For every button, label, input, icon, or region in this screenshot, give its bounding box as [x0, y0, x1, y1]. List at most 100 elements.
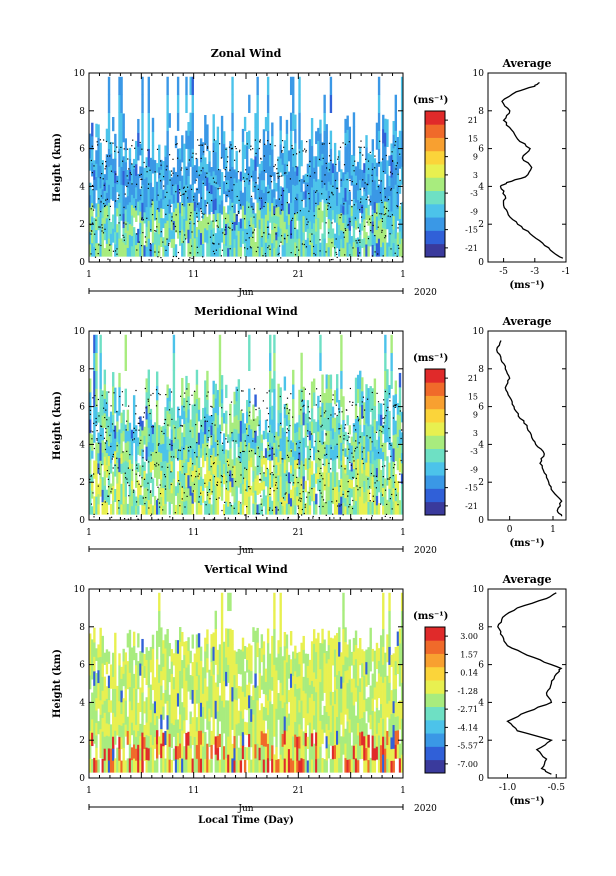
x-tick-label: 11 [188, 270, 199, 280]
x-tick-label: 1 [86, 270, 92, 280]
colorbar-swatch [425, 666, 445, 681]
y-axis-label: Height (km) [52, 133, 63, 202]
profile-y-tick-label: 0 [478, 258, 484, 268]
profile-line [496, 340, 563, 517]
x-tick-label: 11 [188, 786, 199, 796]
colorbar-frame [424, 368, 446, 516]
x-tick-label: 1 [86, 528, 92, 538]
profile-y-tick-label: 0 [478, 516, 484, 526]
colorbar-swatch [425, 746, 445, 761]
profile-line [497, 592, 563, 775]
profile-title: Average [501, 315, 551, 328]
profile-frame [487, 588, 567, 779]
profile-y-tick-label: 10 [473, 327, 485, 337]
heatmap-field [89, 76, 403, 262]
x-tick-label: 11 [188, 528, 199, 538]
colorbar-tick-label: 9 [473, 153, 478, 162]
x-tick-label: 21 [293, 528, 304, 538]
colorbar-swatch [425, 137, 445, 152]
colorbar-swatch [425, 448, 445, 463]
x-tick-label: 21 [293, 270, 304, 280]
profile-y-tick-label: 4 [478, 698, 484, 708]
colorbar-swatch [425, 627, 445, 641]
colorbar-tick-label: -15 [465, 484, 478, 493]
profile-y-tick-label: 10 [473, 585, 485, 595]
y-tick-label: 6 [79, 661, 85, 671]
x-tick-label: 1 [400, 528, 406, 538]
y-tick-label: 0 [79, 258, 85, 268]
bottom-x-label: Local Time (Day) [198, 815, 294, 826]
colorbar-tick-label: 1.57 [460, 650, 478, 659]
colorbar-swatch [425, 435, 445, 450]
y-tick-label: 10 [74, 327, 86, 337]
x-tick-label: 1 [400, 270, 406, 280]
profile-x-label: (ms⁻¹) [509, 280, 544, 291]
y-tick-label: 6 [79, 145, 85, 155]
year-label: 2020 [414, 288, 437, 298]
y-tick-label: 4 [79, 440, 85, 450]
colorbar-swatch [425, 733, 445, 747]
profile-y-tick-label: 6 [478, 145, 484, 155]
y-tick-label: 4 [79, 698, 85, 708]
colorbar-swatch [425, 124, 445, 138]
colorbar-swatch [425, 382, 445, 396]
y-tick-label: 2 [79, 736, 85, 746]
colorbar-swatch [425, 177, 445, 192]
y-tick-label: 10 [74, 69, 86, 79]
month-label: Jun [237, 804, 253, 814]
colorbar-swatch [425, 422, 445, 436]
profile-x-tick-label: -1 [562, 267, 571, 277]
profile-line [499, 81, 564, 259]
colorbar-tick-label: -1.28 [457, 687, 478, 696]
profile-y-tick-label: 4 [478, 182, 484, 192]
colorbar-tick-label: 3 [473, 429, 478, 438]
colorbar-swatch [425, 150, 445, 165]
colorbar-tick-label: -7.00 [457, 760, 478, 769]
y-tick-label: 4 [79, 182, 85, 192]
colorbar-tick-label: -4.14 [457, 723, 478, 732]
profile-y-tick-label: 4 [478, 440, 484, 450]
profile-y-tick-label: 2 [478, 478, 484, 488]
colorbar-swatch [425, 640, 445, 654]
colorbar-swatch [425, 653, 445, 668]
y-tick-label: 8 [79, 107, 85, 117]
colorbar-swatch [425, 243, 445, 258]
profile-x-label: (ms⁻¹) [509, 796, 544, 807]
y-tick-label: 2 [79, 478, 85, 488]
y-tick-label: 0 [79, 774, 85, 784]
x-tick-label: 1 [86, 786, 92, 796]
colorbar-swatch [425, 164, 445, 178]
colorbar-swatch [425, 488, 445, 503]
colorbar-tick-label: -2.71 [457, 705, 478, 714]
y-tick-label: 2 [79, 220, 85, 230]
y-tick-label: 6 [79, 403, 85, 413]
colorbar-swatch [425, 190, 445, 205]
profile-x-label: (ms⁻¹) [509, 538, 544, 549]
colorbar-tick-label: 21 [468, 374, 478, 383]
profile-title: Average [501, 57, 551, 70]
profile-x-tick-label: -0.5 [548, 783, 566, 793]
y-tick-label: 8 [79, 623, 85, 633]
profile-x-tick-label: -3 [530, 267, 539, 277]
profile-y-tick-label: 0 [478, 774, 484, 784]
profile-y-tick-label: 8 [478, 107, 484, 117]
month-label: Jun [237, 546, 253, 556]
profile-y-tick-label: 10 [473, 69, 485, 79]
heatmap-field [89, 334, 403, 520]
colorbar-swatch [425, 203, 445, 218]
profile-y-tick-label: 8 [478, 623, 484, 633]
colorbar-swatch [425, 501, 445, 516]
profile-x-tick-label: 0 [507, 525, 513, 535]
profile-x-tick-label: -1.0 [499, 783, 517, 793]
year-label: 2020 [414, 546, 437, 556]
panel-title: Meridional Wind [194, 305, 298, 318]
heatmap-field [89, 592, 403, 773]
colorbar-swatch [425, 111, 445, 125]
profile-y-tick-label: 6 [478, 403, 484, 413]
colorbar-tick-label: -15 [465, 226, 478, 235]
colorbar-tick-label: -9 [470, 207, 478, 216]
colorbar-tick-label: -3 [470, 189, 478, 198]
